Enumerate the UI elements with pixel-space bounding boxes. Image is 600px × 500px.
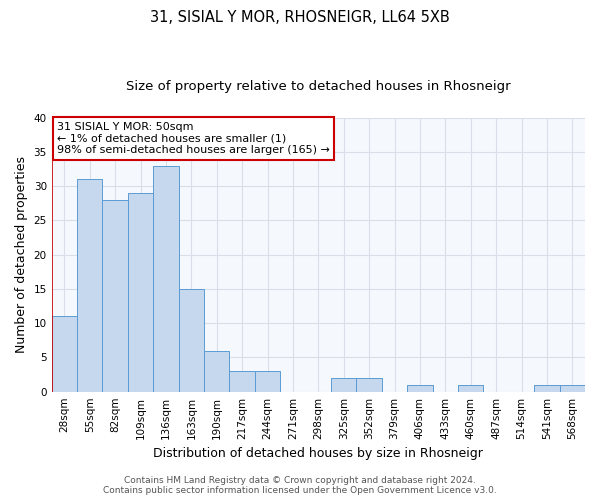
- Bar: [103, 200, 128, 392]
- Bar: [229, 371, 255, 392]
- Y-axis label: Number of detached properties: Number of detached properties: [15, 156, 28, 353]
- Bar: [356, 378, 382, 392]
- Bar: [407, 385, 433, 392]
- Bar: [458, 385, 484, 392]
- X-axis label: Distribution of detached houses by size in Rhosneigr: Distribution of detached houses by size …: [154, 447, 483, 460]
- Text: Contains HM Land Registry data © Crown copyright and database right 2024.
Contai: Contains HM Land Registry data © Crown c…: [103, 476, 497, 495]
- Bar: [77, 180, 103, 392]
- Bar: [128, 193, 153, 392]
- Bar: [153, 166, 179, 392]
- Bar: [179, 289, 204, 392]
- Bar: [52, 316, 77, 392]
- Bar: [560, 385, 585, 392]
- Text: 31 SISIAL Y MOR: 50sqm
← 1% of detached houses are smaller (1)
98% of semi-detac: 31 SISIAL Y MOR: 50sqm ← 1% of detached …: [57, 122, 330, 155]
- Bar: [534, 385, 560, 392]
- Bar: [255, 371, 280, 392]
- Text: 31, SISIAL Y MOR, RHOSNEIGR, LL64 5XB: 31, SISIAL Y MOR, RHOSNEIGR, LL64 5XB: [150, 10, 450, 25]
- Title: Size of property relative to detached houses in Rhosneigr: Size of property relative to detached ho…: [126, 80, 511, 93]
- Bar: [331, 378, 356, 392]
- Bar: [204, 350, 229, 392]
